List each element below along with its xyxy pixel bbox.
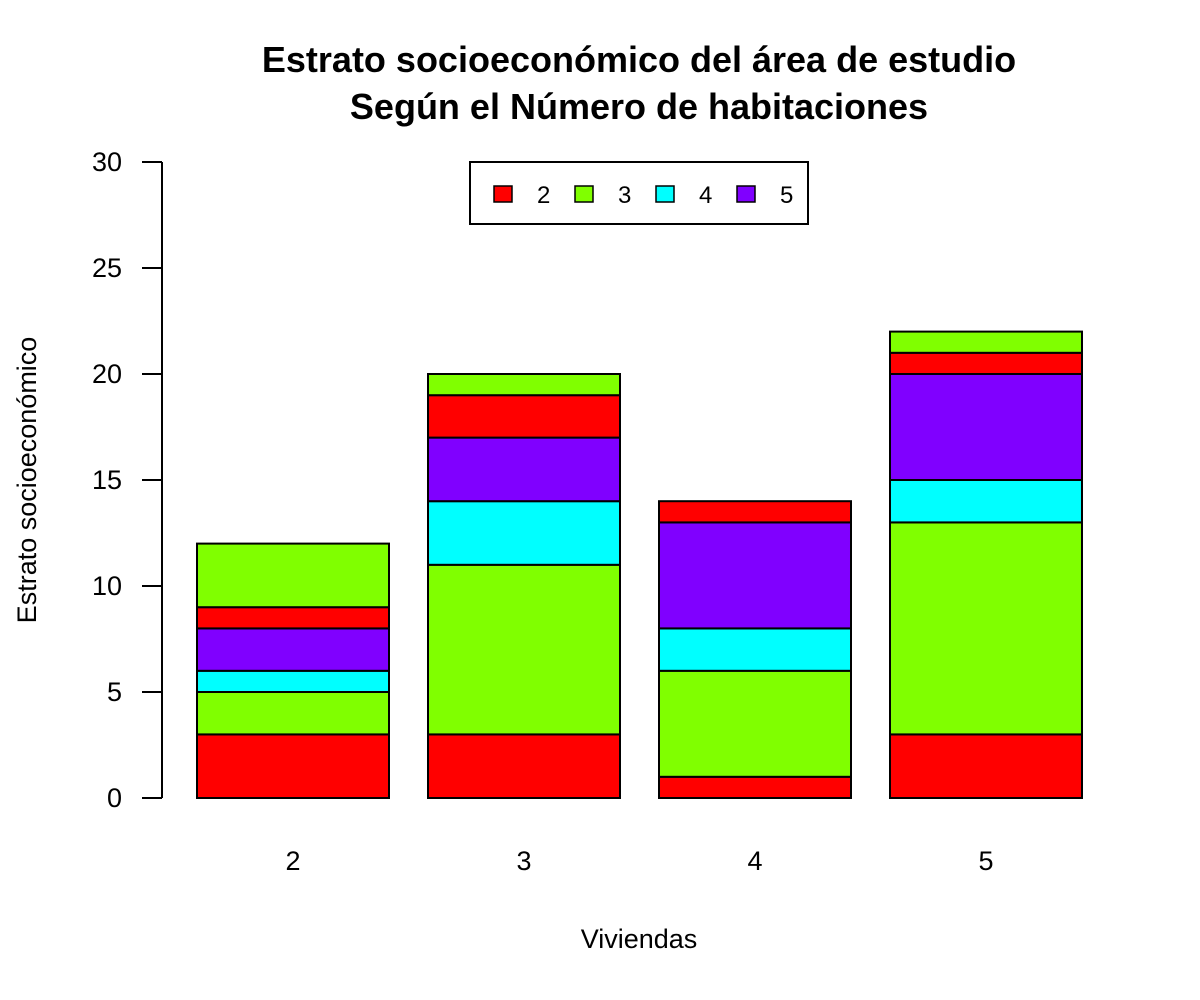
bar-segment	[889, 373, 1083, 481]
bar-segment	[196, 733, 390, 800]
bar-segment	[658, 521, 852, 630]
y-tick-label: 30	[92, 147, 122, 177]
legend-swatch	[574, 185, 594, 203]
bar-segment	[889, 521, 1083, 736]
legend-label: 3	[618, 182, 631, 209]
bar-segment	[427, 733, 621, 800]
x-tick-label: 2	[285, 846, 300, 876]
bar-segment	[427, 500, 621, 566]
bar-segment	[889, 479, 1083, 524]
legend: 2 3 4 5	[469, 161, 809, 225]
legend-label: 2	[537, 182, 550, 209]
bar-segment	[658, 775, 852, 799]
bar-segment	[427, 394, 621, 439]
bar-segment	[196, 691, 390, 736]
y-tick-label: 20	[92, 359, 122, 389]
bar-segment	[427, 563, 621, 736]
y-tick-label: 15	[92, 465, 122, 495]
y-axis-label: Estrato socioeconómico	[12, 337, 42, 624]
bar-segment	[889, 351, 1083, 375]
bars-group	[196, 330, 1083, 800]
x-tick-label: 5	[978, 846, 993, 876]
bar-segment	[889, 330, 1083, 354]
chart-title-line2: Según el Número de habitaciones	[350, 86, 928, 127]
bar-segment	[658, 500, 852, 524]
legend-box	[469, 161, 809, 225]
bar-segment	[427, 436, 621, 503]
x-axis-label: Viviendas	[581, 924, 698, 954]
y-axis: 0 5 10 15 20 25 30	[92, 147, 163, 813]
bar-segment	[427, 373, 621, 397]
x-tick-labels: 2 3 4 5	[285, 846, 993, 876]
legend-label: 4	[699, 182, 712, 209]
legend-swatch	[655, 185, 675, 203]
bar-segment	[196, 669, 390, 693]
bar-segment	[658, 627, 852, 672]
y-tick-label: 10	[92, 571, 122, 601]
y-tick-label: 25	[92, 253, 122, 283]
bar-segment	[658, 669, 852, 778]
y-tick-label: 5	[107, 677, 122, 707]
legend-swatch	[493, 185, 513, 203]
bar-segment	[196, 627, 390, 672]
x-tick-label: 4	[747, 846, 762, 876]
y-tick-label: 0	[107, 783, 122, 813]
bar-segment	[196, 606, 390, 630]
bar-segment	[196, 542, 390, 609]
legend-swatch	[736, 185, 756, 203]
legend-label: 5	[780, 182, 793, 209]
chart-title-line1: Estrato socioeconómico del área de estud…	[262, 39, 1016, 80]
bar-segment	[889, 733, 1083, 800]
x-tick-label: 3	[516, 846, 531, 876]
